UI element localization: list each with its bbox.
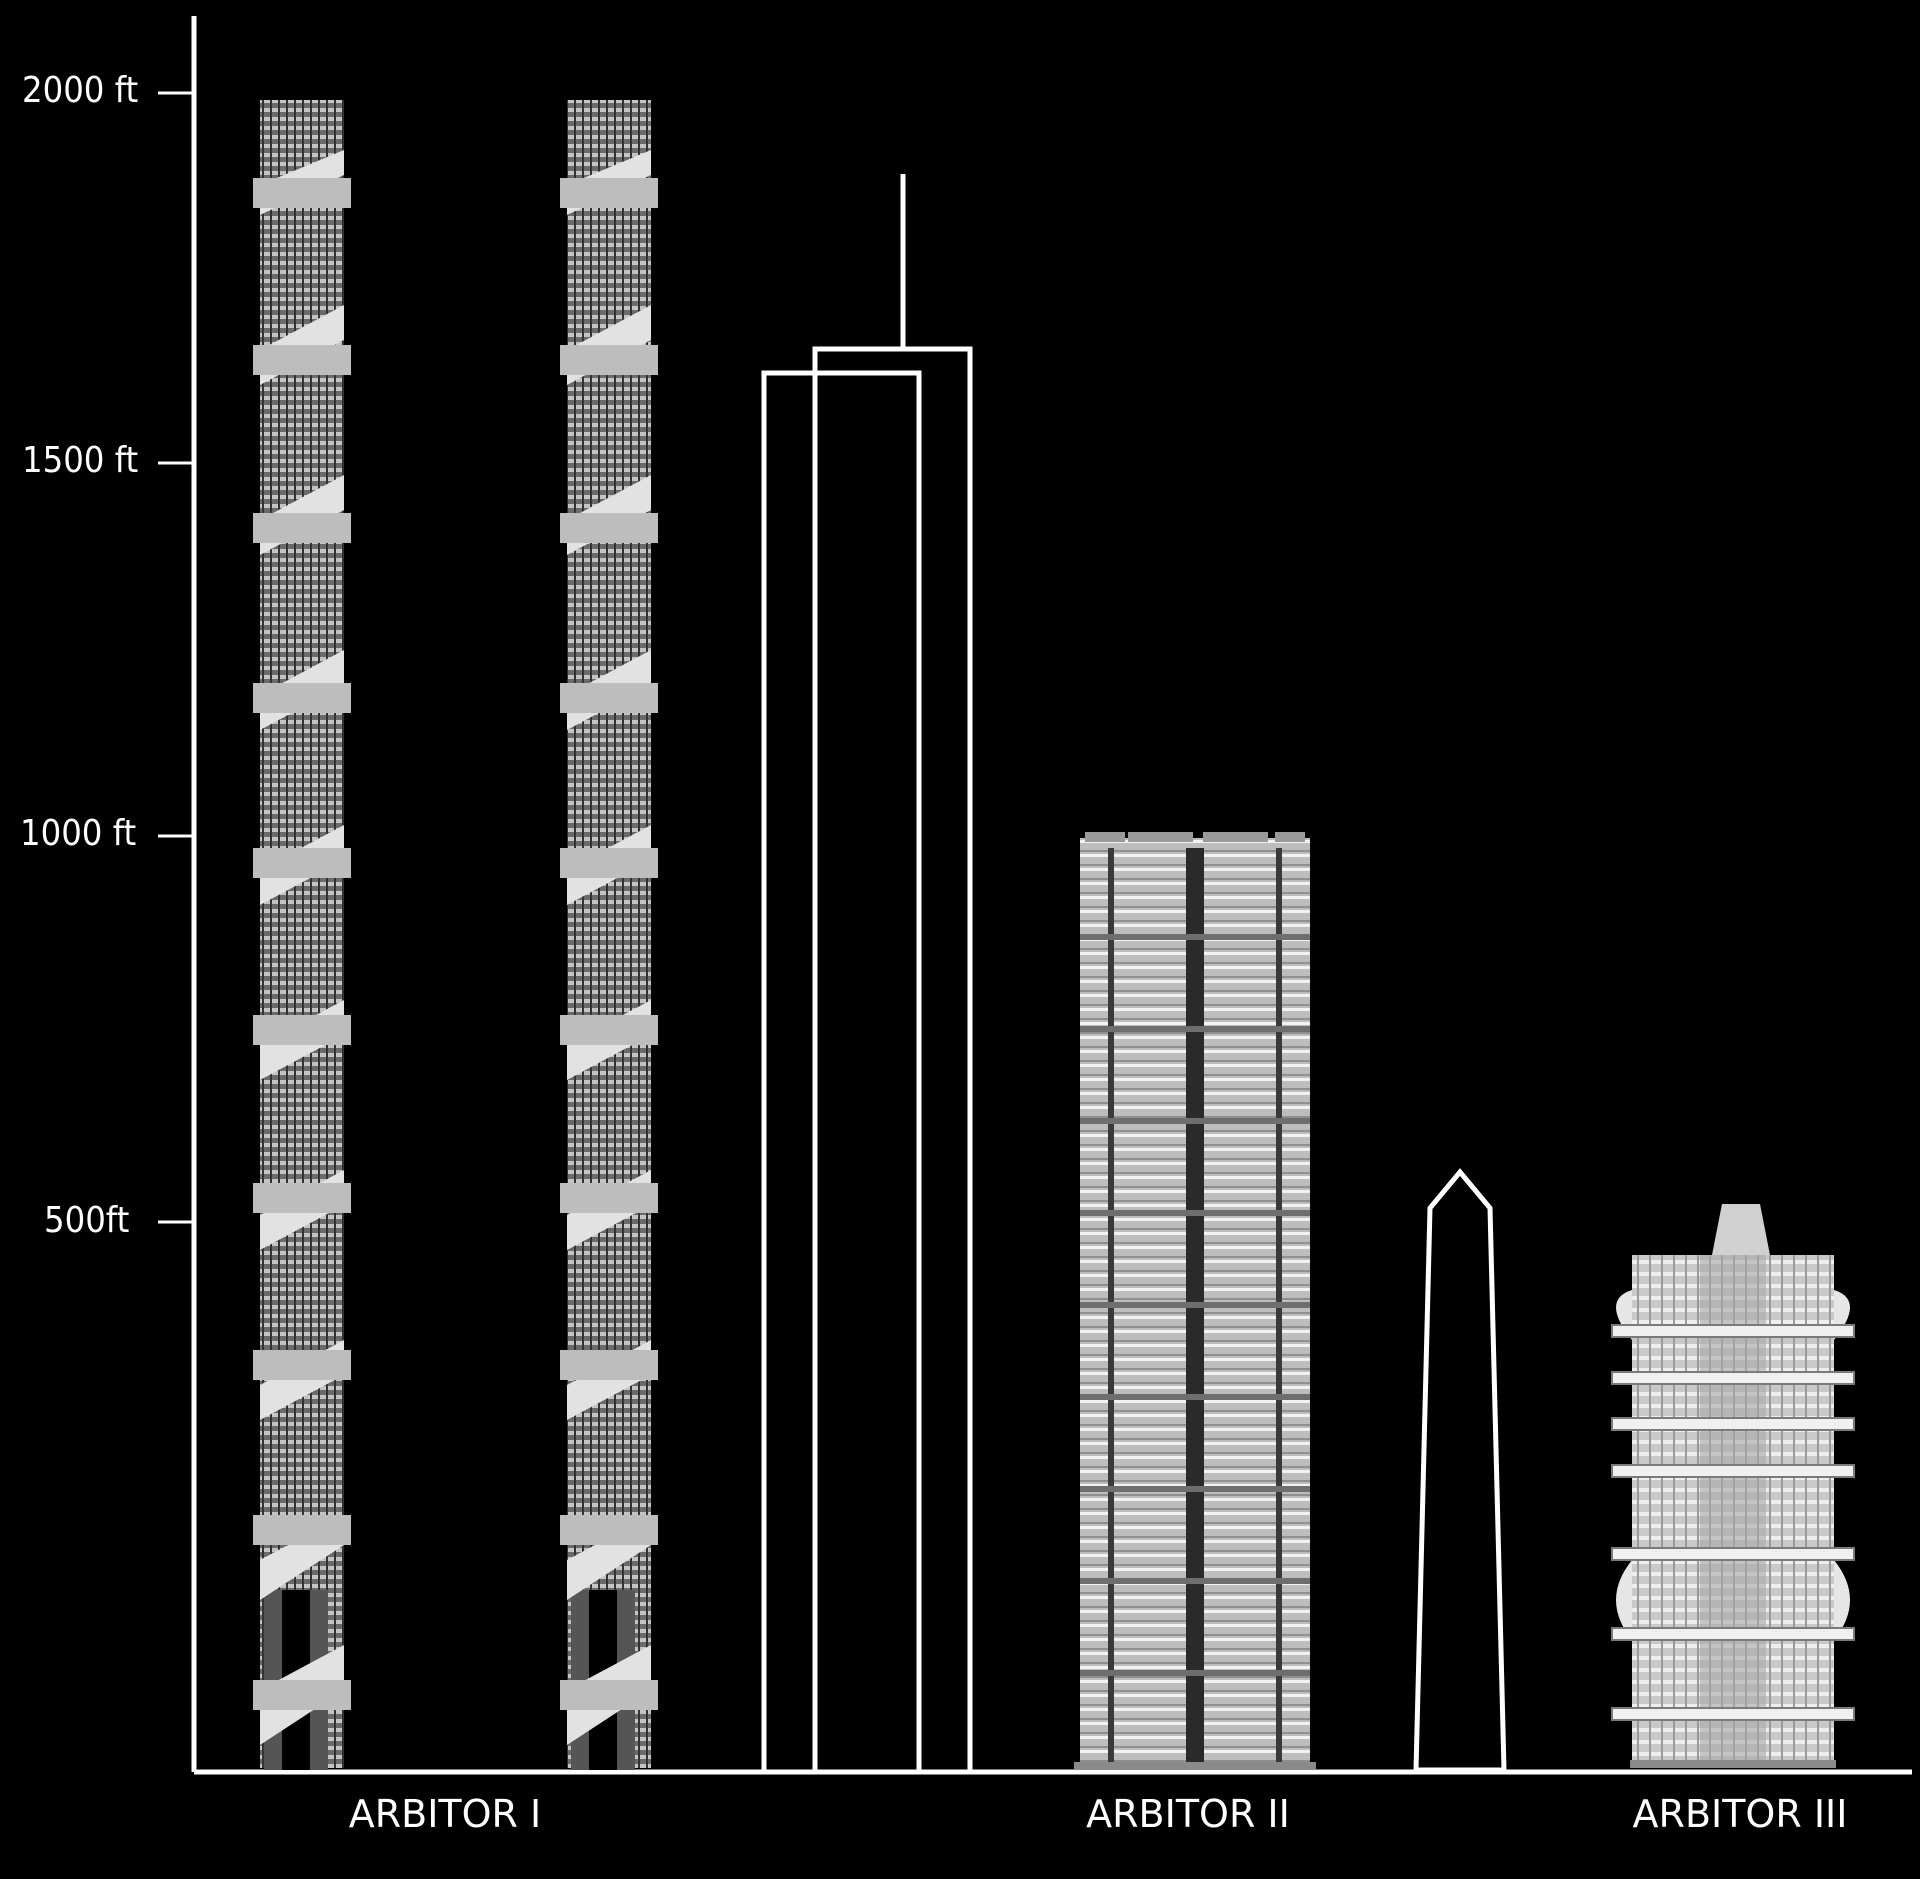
tick-label-2000: 2000 ft bbox=[22, 70, 138, 111]
reference-tower-outline bbox=[761, 174, 973, 1775]
tower-label-arbitor-1: ARBITOR I bbox=[349, 1792, 542, 1836]
tick-label-1000: 1000 ft bbox=[20, 813, 136, 854]
arbitor-2-tower bbox=[1074, 832, 1316, 1770]
tick-label-500: 500ft bbox=[44, 1200, 129, 1241]
arbitor-3-tower bbox=[1611, 1204, 1855, 1768]
tower-label-arbitor-2: ARBITOR II bbox=[1086, 1792, 1290, 1836]
tick-label-1500: 1500 ft bbox=[22, 440, 138, 481]
obelisk-outline bbox=[1413, 1168, 1507, 1773]
arbitor-1-tower-left bbox=[253, 100, 351, 1770]
tower-label-arbitor-3: ARBITOR III bbox=[1633, 1792, 1848, 1836]
arbitor-1-tower-right bbox=[560, 100, 658, 1770]
